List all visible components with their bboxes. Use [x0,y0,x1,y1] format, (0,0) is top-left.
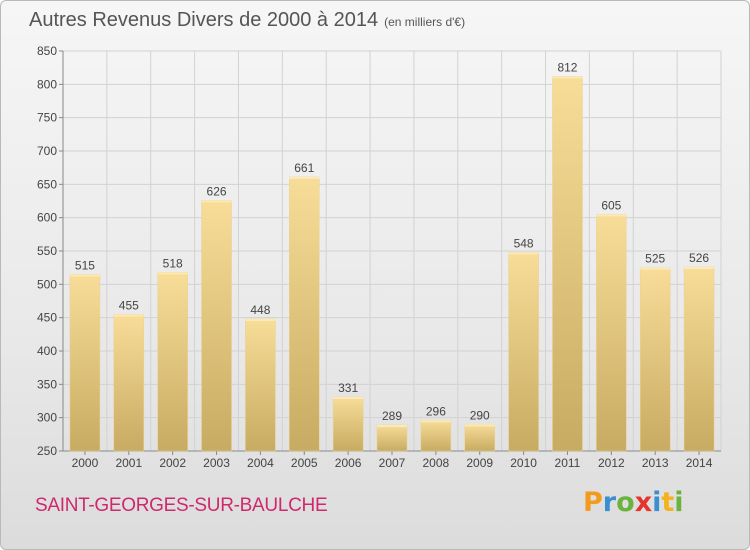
bar-2000 [69,274,101,452]
x-tick-label: 2005 [291,456,318,470]
x-tick-label: 2007 [379,456,406,470]
bar-2005 [289,176,320,452]
y-tick-label: 300 [37,411,57,425]
y-tick-label: 650 [37,177,57,191]
x-tick-label: 2009 [466,456,493,470]
value-label: 525 [645,252,665,266]
value-label: 518 [163,256,183,270]
bar-2011 [552,76,583,452]
bar-top-highlight [377,425,407,427]
chart-title: Autres Revenus Divers de 2000 à 2014 (en … [29,9,465,32]
x-tick-label: 2010 [510,456,537,470]
y-tick-label: 800 [37,77,57,91]
y-tick-label: 750 [37,111,57,125]
bar-2007 [376,424,408,452]
x-tick-label: 2002 [159,456,186,470]
chart-title-text: Autres Revenus Divers de 2000 à 2014 [29,9,379,31]
bar-top-highlight [508,252,539,255]
x-tick-label: 2011 [555,456,581,470]
x-tick-label: 2012 [598,456,625,470]
value-label: 290 [470,408,490,422]
bar-2013 [639,267,671,452]
value-label: 526 [689,251,709,265]
bar-top-highlight [596,214,627,217]
bar-top-highlight [420,420,451,423]
x-tick-label: 2001 [115,456,142,470]
y-tick-label: 700 [37,144,57,158]
bar-2012 [596,214,627,452]
value-label: 626 [207,184,227,198]
bar-2008 [420,420,452,452]
y-tick-label: 450 [37,311,57,325]
logo-letter: i [652,487,662,518]
value-label: 289 [382,409,402,423]
logo-letter: P [583,487,603,518]
bar-2002 [157,272,188,452]
y-tick-label: 250 [37,444,57,458]
y-tick-label: 600 [37,211,57,225]
bar-top-highlight [552,76,583,79]
value-label: 515 [75,258,95,272]
bar-2001 [113,314,145,452]
bar-top-highlight [464,424,495,427]
y-tick-label: 400 [37,344,57,358]
value-label: 296 [426,404,446,418]
x-tick-label: 2013 [642,456,669,470]
bar-top-highlight [245,319,276,321]
logo-letter: x [634,487,653,518]
x-tick-label: 2014 [686,456,713,470]
value-label: 661 [294,161,314,175]
bar-top-highlight [201,200,232,203]
value-label: 548 [514,236,534,250]
bar-top-highlight [69,274,100,277]
bar-2010 [508,252,539,452]
value-label: 448 [250,303,270,317]
bar-2004 [245,318,276,452]
bar-2006 [332,396,364,452]
logo-letter: t [661,487,675,518]
y-tick-label: 500 [37,277,57,291]
bar-top-highlight [333,397,364,399]
logo-letter: r [602,487,617,518]
y-tick-label: 350 [37,377,57,391]
bar-top-highlight [157,272,188,275]
y-tick-label: 550 [37,244,57,258]
value-label: 331 [338,381,358,395]
bars [69,76,715,452]
logo-letter: o [616,487,635,518]
bar-top-highlight [289,177,320,179]
proxiti-logo[interactable]: Proxiti [583,487,684,518]
x-tick-label: 2003 [203,456,230,470]
x-tick-label: 2000 [72,456,99,470]
data-labels: 515 455 518 626 448 661 331 289 296 290 548 812 605 5… [75,60,709,423]
bar-top-highlight [684,267,715,269]
chart-subtitle: (en milliers d'€) [384,15,466,29]
x-tick-label: 2004 [247,456,274,470]
bar-top-highlight [640,267,671,270]
x-tick-label: 2006 [335,456,362,470]
commune-name: SAINT-GEORGES-SUR-BAULCHE [35,495,328,516]
logo-letter: i [674,487,684,518]
x-tick-label: 2008 [423,456,450,470]
bar-top-highlight [113,314,144,317]
bar-2014 [683,266,715,452]
bar-2003 [201,200,232,452]
y-tick-label: 850 [37,44,57,58]
value-label: 812 [557,60,577,74]
value-label: 605 [601,198,621,212]
value-label: 455 [119,298,139,312]
bar-2009 [464,424,495,452]
